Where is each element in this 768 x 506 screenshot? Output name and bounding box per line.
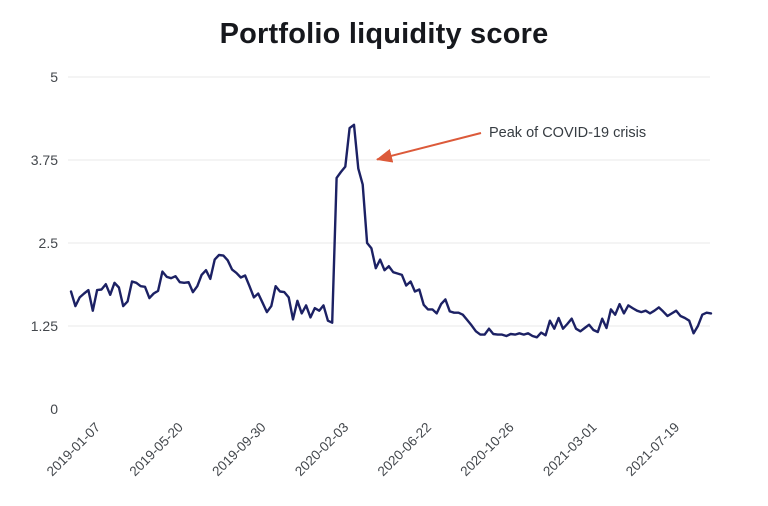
y-axis-tick-label: 2.5 [39, 235, 59, 251]
y-axis-tick-label: 1.25 [31, 318, 58, 334]
x-axis-tick-label: 2019-09-30 [209, 420, 268, 479]
x-axis-tick-label: 2021-07-19 [623, 420, 682, 479]
annotation-arrow [376, 132, 482, 163]
liquidity-score-line [69, 123, 713, 339]
x-axis-tick-label: 2021-03-01 [540, 420, 599, 479]
x-axis-tick-label: 2020-10-26 [457, 420, 516, 479]
x-axis-tick-label: 2020-02-03 [292, 420, 351, 479]
chart-title: Portfolio liquidity score [219, 18, 549, 50]
x-axis-tick-label: 2019-05-20 [127, 420, 186, 479]
y-axis-tick-label: 3.75 [31, 152, 58, 168]
x-axis-tick-label: 2019-01-07 [44, 420, 103, 479]
y-axis-tick-label: 0 [50, 401, 58, 417]
annotation-label: Peak of COVID-19 crisis [489, 125, 646, 141]
x-axis-tick-label: 2020-06-22 [375, 420, 434, 479]
y-axis-tick-label: 5 [50, 69, 58, 85]
